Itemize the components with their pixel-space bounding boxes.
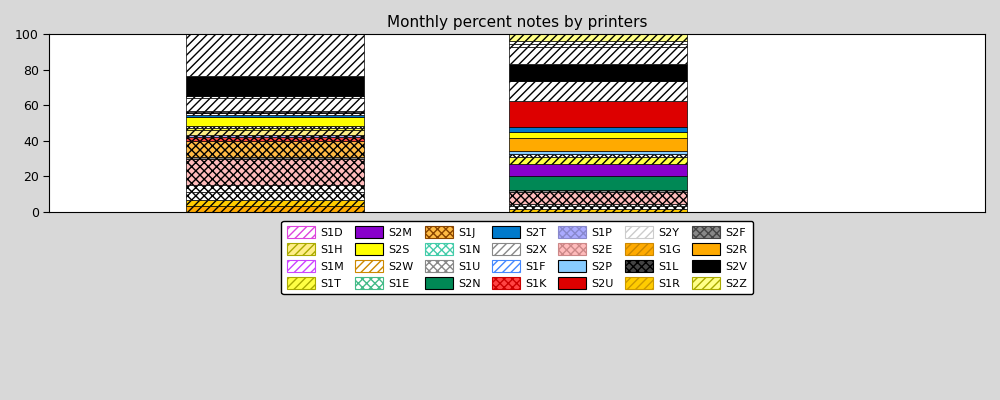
- Bar: [509, 204, 687, 206]
- Bar: [509, 164, 687, 176]
- Bar: [509, 41, 687, 44]
- Bar: [186, 159, 364, 185]
- Bar: [509, 190, 687, 192]
- Bar: [509, 34, 687, 41]
- Bar: [509, 138, 687, 151]
- Bar: [186, 135, 364, 137]
- Bar: [509, 176, 687, 190]
- Bar: [186, 111, 364, 113]
- Bar: [186, 96, 364, 98]
- Bar: [186, 192, 364, 200]
- Bar: [509, 101, 687, 127]
- Bar: [509, 47, 687, 64]
- Bar: [186, 130, 364, 135]
- Bar: [186, 76, 364, 96]
- Bar: [509, 151, 687, 154]
- Bar: [186, 113, 364, 115]
- Bar: [509, 44, 687, 47]
- Bar: [186, 141, 364, 157]
- Bar: [509, 81, 687, 101]
- Bar: [186, 185, 364, 192]
- Bar: [186, 128, 364, 130]
- Bar: [186, 98, 364, 111]
- Bar: [186, 126, 364, 128]
- Bar: [186, 137, 364, 141]
- Bar: [509, 209, 687, 212]
- Bar: [509, 127, 687, 132]
- Bar: [186, 116, 364, 126]
- Bar: [186, 34, 364, 76]
- Bar: [509, 132, 687, 138]
- Legend: S1D, S1H, S1M, S1T, S2M, S2S, S2W, S1E, S1J, S1N, S1U, S2N, S2T, S2X, S1F, S1K, : S1D, S1H, S1M, S1T, S2M, S2S, S2W, S1E, …: [281, 221, 753, 294]
- Title: Monthly percent notes by printers: Monthly percent notes by printers: [387, 15, 647, 30]
- Bar: [186, 157, 364, 159]
- Bar: [186, 115, 364, 116]
- Bar: [509, 206, 687, 209]
- Bar: [186, 206, 364, 212]
- Bar: [509, 157, 687, 164]
- Bar: [509, 64, 687, 81]
- Bar: [509, 192, 687, 204]
- Bar: [186, 200, 364, 206]
- Bar: [509, 154, 687, 157]
